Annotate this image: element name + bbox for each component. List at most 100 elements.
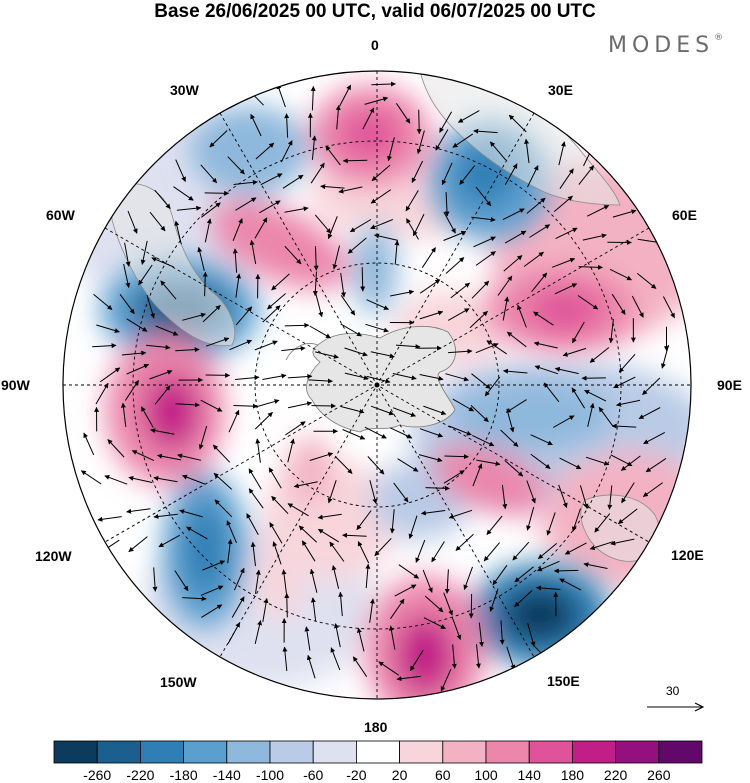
wind-vector-arrow [370,219,393,230]
wind-vector-arrow [475,251,496,266]
wind-vector-arrow [298,525,318,543]
lon-label-0: 0 [371,37,379,53]
wind-vector-arrow [409,650,424,672]
wind-vector-arrow [120,402,127,428]
wind-vector-arrow [444,454,469,460]
map-title: Base 26/06/2025 00 UTC, valid 06/07/2025… [154,1,596,22]
wind-vector-arrow [621,482,635,504]
wind-vector-arrow [388,625,396,650]
wind-vector-arrow [611,423,637,429]
colorbar-tick-label: -220 [126,767,155,783]
wind-vector-arrow [255,438,261,463]
wind-vector-arrow [154,385,171,405]
wind-vector-arrow [287,503,309,517]
wind-vector-arrow [287,374,313,380]
wind-vector-arrow [558,484,568,509]
wind-vector-arrow [128,475,153,483]
wind-vector-arrow [83,432,95,456]
wind-vector-arrow [418,454,443,463]
colorbar [53,740,703,764]
wind-vectors [80,81,675,692]
wind-vector-arrow [246,513,259,535]
wind-vector-arrow [317,513,342,520]
wind-vector-arrow [558,141,566,166]
wind-vector-arrow [422,569,433,593]
wind-vector-arrow [441,162,453,186]
wind-vector-arrow [202,305,221,323]
wind-vector-arrow [502,296,510,321]
wind-vector-arrow [484,376,501,397]
wind-vector-arrow [272,541,282,565]
wind-vector-arrow [447,308,470,321]
wind-vector-arrow [584,389,607,402]
wind-vector-arrow [523,251,544,267]
wind-vector-arrow [284,322,310,328]
wind-vector-arrow [285,421,306,436]
wind-vector-arrow [642,377,661,396]
wind-vector-arrow [636,273,657,289]
wind-vector-arrow [610,538,635,546]
wind-vector-arrow [470,405,489,423]
wind-vector-arrow [369,598,375,623]
wind-vector-arrow [356,627,365,652]
wind-vector-arrow [506,646,516,670]
wind-vector-arrow [325,145,341,166]
wind-vector-arrow [559,578,582,591]
reference-vector-arrow [647,702,705,712]
wind-vector-arrow [232,218,243,241]
wind-vector-arrow [578,264,603,270]
lon-label-90e: 90E [717,377,742,393]
wind-vector-arrow [475,186,492,207]
wind-vector-arrow [126,318,148,332]
wind-vector-arrow [585,456,610,466]
wind-vector-arrow [340,406,365,414]
lon-label-150w: 150W [160,674,197,690]
wind-vector-arrow [393,482,409,503]
colorbar-swatch [485,740,530,764]
wind-vector-arrow [332,245,340,270]
wind-vector-arrow [146,344,171,350]
wind-vector-arrow [553,195,573,212]
wind-vector-arrow [411,160,424,183]
wind-vector-arrow [121,350,147,356]
wind-vector-arrow [146,294,156,319]
wind-vector-arrow [504,230,527,244]
wind-vector-arrow [340,323,362,337]
colorbar-tick-label: 60 [435,767,451,783]
wind-vector-arrow [202,560,226,571]
wind-vector-arrow [662,296,675,319]
wind-vector-arrow [301,540,316,562]
wind-vector-arrow [448,348,473,354]
wind-vector-arrow [327,480,337,504]
wind-vector-arrow [571,387,586,409]
wind-vector-arrow [204,218,212,243]
wind-vector-arrow [533,341,558,349]
wind-vector-arrow [529,224,551,238]
wind-vector-arrow [97,516,122,522]
wind-vector-arrow [202,271,208,297]
wind-vector-arrow [200,202,221,218]
wind-vector-arrow [469,310,488,329]
colorbar-tick-label: -60 [303,767,324,783]
wind-vector-arrow [562,347,587,357]
wind-vector-arrow [554,366,579,375]
wind-vector-arrow [416,130,425,155]
wind-vector-arrow [254,217,268,239]
wind-vector-arrow [154,189,171,209]
wind-vector-arrow [448,509,473,519]
wind-vector-arrow [293,481,318,489]
wind-vector-arrow [419,428,444,438]
wind-vector-arrow [233,179,258,185]
wind-vector-arrow [254,340,278,351]
wind-vector-arrow [378,661,399,676]
wind-vector-arrow [530,434,553,446]
wind-vector-arrow [455,533,474,551]
wind-vector-arrow [612,209,637,218]
wind-vector-arrow [517,304,527,328]
wind-vector-arrow [613,376,636,389]
wind-vector-arrow [262,305,281,323]
wind-vector-arrow [201,604,223,618]
wind-vector-arrow [284,245,302,265]
wind-vector-arrow [160,280,177,300]
